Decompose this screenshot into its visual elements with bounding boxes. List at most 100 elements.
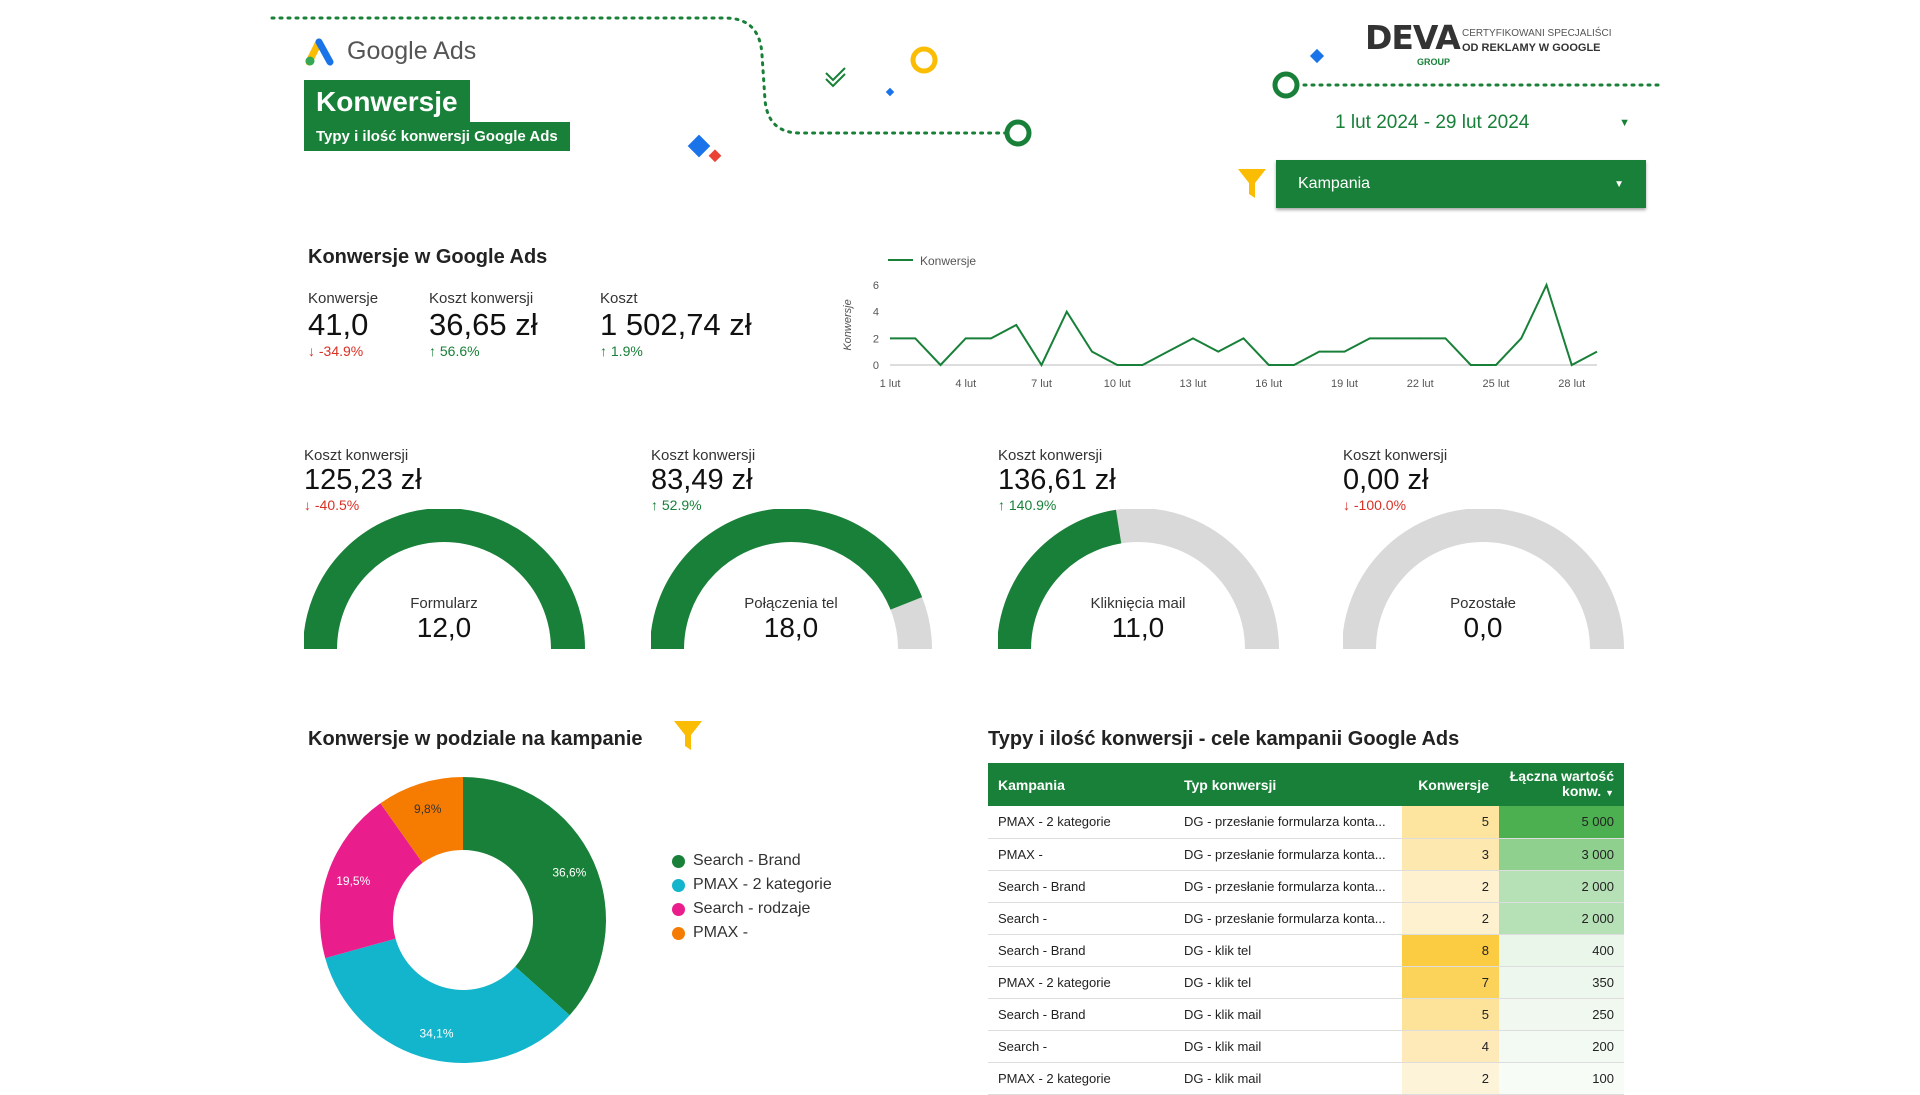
conversions-line-chart[interactable]: Konwersje Konwersje 0 2 4 6 1 lut 4 lut 7 lut 10 …: [835, 245, 1605, 395]
cell-total-value: 250: [1499, 998, 1624, 1031]
data-point[interactable]: [1216, 350, 1220, 354]
cell-total-value: 100: [1499, 1062, 1624, 1095]
data-point[interactable]: [1141, 363, 1145, 367]
x-tick-label: 13 lut: [1180, 378, 1207, 390]
data-point[interactable]: [1014, 323, 1018, 327]
col-header-conversions[interactable]: Konwersje: [1402, 763, 1499, 806]
data-point[interactable]: [1317, 350, 1321, 354]
data-point[interactable]: [989, 336, 993, 340]
cell-type: DG - przesłanie formularza konta...: [1174, 806, 1402, 839]
kpi-value: 1 502,74 zł: [600, 307, 752, 342]
date-range-picker[interactable]: 1 lut 2024 - 29 lut 2024 ▼: [1320, 108, 1630, 138]
data-point[interactable]: [1040, 363, 1044, 367]
cell-conversions: 2: [1402, 902, 1499, 935]
cell-campaign: Search -: [988, 902, 1174, 935]
legend-label: PMAX -: [693, 924, 749, 941]
data-point[interactable]: [1595, 350, 1599, 354]
table-row[interactable]: PMAX - 2 kategorie DG - klik mail 2 100: [988, 1062, 1624, 1095]
slice-percent-label: 9,8%: [414, 802, 442, 816]
gauge-fill: [651, 509, 923, 649]
gauge-center: Pozostałe 0,0: [1343, 595, 1623, 644]
kpi-cost: Koszt 1 502,74 zł ↑ 1.9%: [600, 290, 752, 359]
data-point[interactable]: [1570, 363, 1574, 367]
col-header-campaign[interactable]: Kampania: [988, 763, 1174, 806]
data-point[interactable]: [1115, 363, 1119, 367]
legend-dot-icon: [672, 855, 685, 868]
donut-slice[interactable]: [380, 777, 463, 863]
gauge-arc: [1343, 509, 1624, 649]
donut-slice[interactable]: [463, 777, 606, 1016]
table-row[interactable]: PMAX - DG - przesłanie formularza konta..…: [988, 838, 1624, 871]
data-point[interactable]: [1545, 283, 1549, 287]
data-point[interactable]: [1090, 350, 1094, 354]
gauge-center: Kliknięcia mail 11,0: [998, 595, 1278, 644]
data-point[interactable]: [964, 336, 968, 340]
arrow-up-icon: ↑: [998, 497, 1005, 513]
gauge-kpi-label: Koszt konwersji: [998, 447, 1103, 464]
line-legend-label: Konwersje: [920, 254, 976, 268]
table-row[interactable]: Search - Brand DG - klik mail 5 250: [988, 998, 1624, 1031]
arrow-up-icon: ↑: [429, 343, 436, 359]
legend-item[interactable]: Search - Brand: [672, 852, 902, 870]
data-point[interactable]: [1494, 363, 1498, 367]
campaign-donut-chart[interactable]: 36,6% 34,1% 19,5% 9,8%: [313, 770, 613, 1070]
cell-campaign: PMAX - 2 kategorie: [988, 966, 1174, 999]
data-point[interactable]: [913, 336, 917, 340]
gauge-kpi-label: Koszt konwersji: [651, 447, 756, 464]
gauge-kpi-delta: 52.9%: [661, 497, 702, 513]
data-point[interactable]: [1393, 336, 1397, 340]
data-point[interactable]: [1292, 363, 1296, 367]
deva-brand-logo: DEVA GROUP CERTYFIKOWANI SPECJALIŚCI OD …: [1365, 18, 1611, 67]
data-point[interactable]: [1418, 336, 1422, 340]
table-row[interactable]: PMAX - 2 kategorie DG - klik tel 7 350: [988, 966, 1624, 999]
campaign-filter-label: Kampania: [1298, 175, 1371, 192]
cell-conversions: 2: [1402, 1062, 1499, 1095]
date-range-text: 1 lut 2024 - 29 lut 2024: [1335, 112, 1530, 133]
legend-dot-icon: [672, 903, 685, 916]
kpi-cost-per-conversion: Koszt konwersji 36,65 zł ↑ 56.6%: [429, 290, 538, 359]
campaign-filter-dropdown[interactable]: Kampania ▼: [1276, 160, 1646, 208]
table-row[interactable]: Search - DG - klik mail 4 200: [988, 1030, 1624, 1063]
donut-slice[interactable]: [325, 938, 570, 1063]
cell-type: DG - klik tel: [1174, 934, 1402, 967]
cell-type: DG - klik tel: [1174, 966, 1402, 999]
data-point[interactable]: [1368, 336, 1372, 340]
conversions-table: Kampania Typ konwersji Konwersje Łączna …: [988, 763, 1624, 1095]
data-point[interactable]: [1065, 310, 1069, 314]
table-row[interactable]: PMAX - 2 kategorie DG - przesłanie formul…: [988, 806, 1624, 839]
col-header-total-value[interactable]: Łączna wartość konw. ▼: [1499, 763, 1624, 806]
legend-item[interactable]: Search - rodzaje: [672, 900, 902, 918]
data-point[interactable]: [888, 336, 892, 340]
data-point[interactable]: [1343, 350, 1347, 354]
brand-tagline-2: OD REKLAMY W GOOGLE: [1462, 41, 1601, 54]
data-point[interactable]: [1469, 363, 1473, 367]
page-subtitle: Typy i ilość konwersji Google Ads: [304, 122, 570, 151]
donut-slice[interactable]: [320, 803, 423, 959]
data-point[interactable]: [1242, 336, 1246, 340]
gauge-value: 12,0: [416, 612, 472, 643]
cell-conversions: 7: [1402, 966, 1499, 999]
data-point[interactable]: [1519, 336, 1523, 340]
cell-campaign: Search -: [988, 1030, 1174, 1063]
data-point[interactable]: [1191, 336, 1195, 340]
data-point[interactable]: [1444, 336, 1448, 340]
gauge-card: Koszt konwersji 125,23 zł ↓ -40.5% Formular…: [304, 447, 589, 657]
table-row[interactable]: Search - Brand DG - klik tel 8 400: [988, 934, 1624, 967]
kpi-conversions: Konwersje 41,0 ↓ -34.9%: [308, 290, 378, 359]
gauge-kpi-value: 125,23 zł: [304, 464, 422, 496]
gauge-kpi-delta: -100.0%: [1353, 497, 1407, 513]
data-point[interactable]: [939, 363, 943, 367]
table-row[interactable]: Search - Brand DG - przesłanie formularza…: [988, 870, 1624, 903]
cell-campaign: Search - Brand: [988, 870, 1174, 903]
col-header-type[interactable]: Typ konwersji: [1174, 763, 1402, 806]
legend-item[interactable]: PMAX -: [672, 924, 902, 942]
cell-conversions: 2: [1402, 870, 1499, 903]
data-point[interactable]: [1166, 350, 1170, 354]
cell-type: DG - przesłanie formularza konta...: [1174, 902, 1402, 935]
cell-conversions: 8: [1402, 934, 1499, 967]
table-row[interactable]: Search - DG - przesłanie formularza konta…: [988, 902, 1624, 935]
data-point[interactable]: [1267, 363, 1271, 367]
gauge-fill: [998, 509, 1122, 649]
gauge-kpi-value: 0,00 zł: [1343, 464, 1429, 496]
legend-item[interactable]: PMAX - 2 kategorie: [672, 876, 902, 894]
